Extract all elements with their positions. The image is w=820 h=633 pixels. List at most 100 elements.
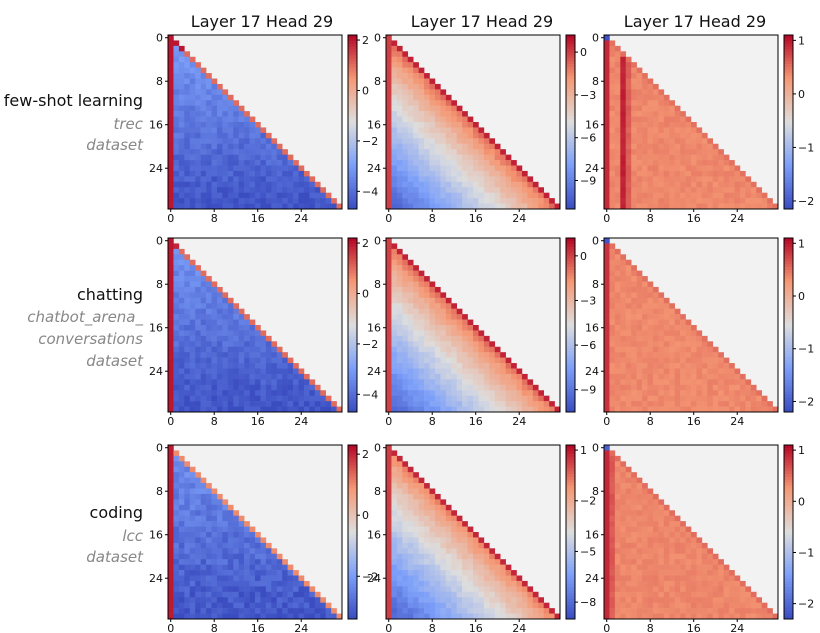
heatmap-cell xyxy=(429,165,436,172)
heatmap-cell xyxy=(609,363,616,369)
heatmap-cell xyxy=(206,510,212,516)
heatmap-cell xyxy=(614,281,621,288)
colorbar-segment xyxy=(566,359,575,364)
heatmap-cell xyxy=(222,297,229,304)
heatmap-cell xyxy=(413,532,419,538)
heatmap-cell xyxy=(184,580,191,587)
heatmap-cell xyxy=(440,89,447,96)
heatmap-cell xyxy=(249,116,256,123)
colorbar-segment xyxy=(348,561,357,565)
heatmap-cell xyxy=(527,406,534,413)
heatmap-cell xyxy=(184,314,191,320)
heatmap-cell xyxy=(184,259,191,266)
heatmap-cell xyxy=(647,187,654,193)
heatmap-cell xyxy=(168,602,174,609)
heatmap-cell xyxy=(325,198,332,204)
heatmap-cell xyxy=(707,192,714,199)
heatmap-cell xyxy=(200,346,207,353)
heatmap-cell xyxy=(233,406,239,413)
heatmap-cell xyxy=(674,314,681,320)
heatmap-cell xyxy=(680,203,686,210)
heatmap-cell xyxy=(238,537,245,544)
heatmap-cell xyxy=(462,149,468,155)
heatmap-cell xyxy=(467,559,474,565)
heatmap-cell xyxy=(691,165,697,172)
colorbar-segment xyxy=(784,136,793,140)
heatmap-cell xyxy=(505,203,512,210)
heatmap-cell xyxy=(386,73,392,79)
heatmap-cell xyxy=(184,276,191,282)
heatmap-cell xyxy=(386,580,392,587)
heatmap-cell xyxy=(255,613,261,620)
heatmap-cell xyxy=(189,510,196,516)
colorbar-segment xyxy=(566,356,575,361)
heatmap-cell xyxy=(287,170,294,177)
heatmap-cell xyxy=(527,192,534,199)
heatmap-cell xyxy=(456,330,463,337)
heatmap-cell xyxy=(211,352,218,358)
heatmap-cell xyxy=(178,259,185,266)
heatmap-cell xyxy=(184,466,191,473)
heatmap-cell xyxy=(168,276,174,282)
heatmap-cell xyxy=(396,122,403,128)
colorbar-segment xyxy=(784,356,793,361)
y-tick-label: 24 xyxy=(585,162,599,175)
heatmap-cell xyxy=(233,537,239,544)
heatmap-cell xyxy=(402,542,409,549)
heatmap-cell xyxy=(734,373,741,380)
colorbar-segment xyxy=(348,604,357,608)
heatmap-cell xyxy=(669,149,675,155)
heatmap-cell xyxy=(505,379,512,386)
colorbar-segment xyxy=(566,107,575,111)
heatmap-cell xyxy=(701,368,708,375)
heatmap-cell xyxy=(260,564,267,571)
heatmap-cell xyxy=(200,373,207,380)
heatmap-cell xyxy=(701,373,708,380)
colorbar-segment xyxy=(784,252,793,256)
heatmap-cell xyxy=(178,537,185,544)
heatmap-cell xyxy=(707,170,714,177)
heatmap-cell xyxy=(222,105,229,112)
heatmap-cell xyxy=(614,270,621,277)
heatmap-cell xyxy=(309,586,316,593)
heatmap-cell xyxy=(178,613,185,620)
colorbar-segment xyxy=(784,388,793,393)
heatmap-cell xyxy=(609,472,616,478)
heatmap-cell xyxy=(429,138,436,145)
heatmap-cell xyxy=(184,292,191,299)
heatmap-cell xyxy=(184,532,191,538)
heatmap-cell xyxy=(636,363,643,369)
heatmap-cell xyxy=(276,352,283,358)
heatmap-cell xyxy=(276,368,283,375)
heatmap-cell xyxy=(189,192,196,199)
heatmap-cell xyxy=(396,384,403,391)
heatmap-cell xyxy=(413,515,419,522)
colorbar-segment xyxy=(566,177,575,181)
heatmap-cell xyxy=(451,602,457,609)
x-tick-label: 24 xyxy=(294,622,308,633)
heatmap-cell xyxy=(271,187,278,193)
heatmap-cell xyxy=(532,597,539,603)
heatmap-cell xyxy=(168,78,174,85)
heatmap-cell xyxy=(168,597,174,603)
colorbar-segment xyxy=(348,188,357,192)
heatmap-cell xyxy=(238,198,245,204)
heatmap-cell xyxy=(609,100,616,106)
heatmap-cell xyxy=(456,319,463,326)
heatmap-cell xyxy=(478,170,485,177)
heatmap-cell xyxy=(189,56,196,63)
colorbar-segment xyxy=(348,72,357,76)
colorbar-segment xyxy=(566,180,575,184)
heatmap-cell xyxy=(189,325,196,331)
heatmap-cell xyxy=(244,352,250,358)
heatmap-cell xyxy=(244,580,250,587)
heatmap-cell xyxy=(451,116,457,123)
heatmap-cell xyxy=(604,100,610,106)
heatmap-cell xyxy=(227,160,234,166)
colorbar-segment xyxy=(348,540,357,544)
heatmap-cell xyxy=(424,363,430,369)
heatmap-cell xyxy=(402,170,409,177)
heatmap-cell xyxy=(206,542,212,549)
heatmap-cell xyxy=(625,56,632,63)
heatmap-cell xyxy=(609,78,616,85)
